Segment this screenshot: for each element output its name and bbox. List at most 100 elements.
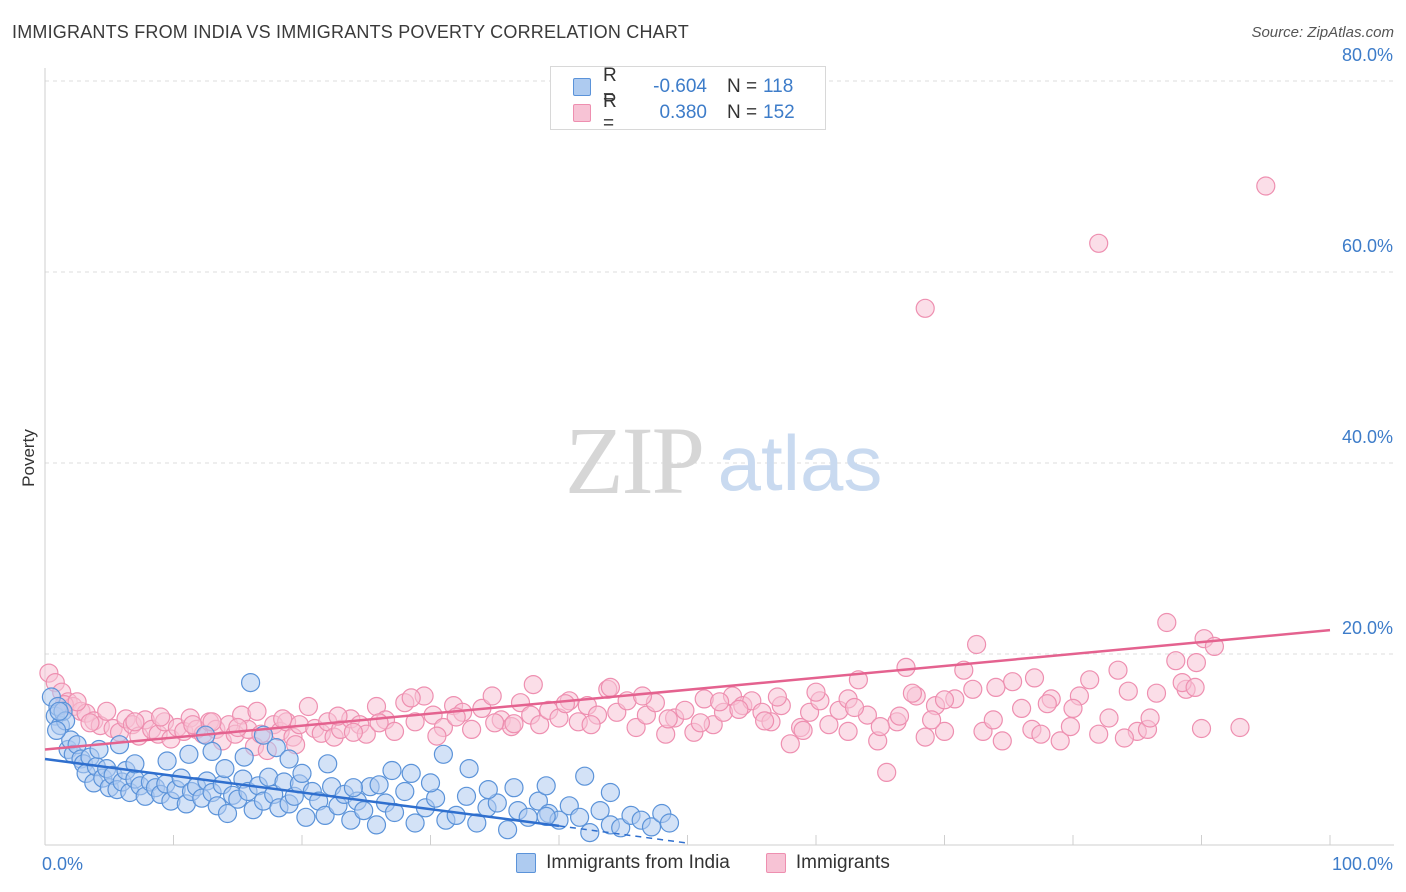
point-immigrants xyxy=(504,714,524,734)
point-immigrants xyxy=(1099,708,1119,728)
point-india xyxy=(528,791,549,811)
trend-lines xyxy=(44,628,1331,844)
point-india xyxy=(504,778,524,798)
point-immigrants xyxy=(482,686,502,706)
point-immigrants xyxy=(427,726,447,746)
series-legend: Immigrants from India Immigrants xyxy=(0,852,1406,874)
point-india xyxy=(292,763,312,784)
point-india xyxy=(395,781,415,802)
legend-r-label: R = xyxy=(603,91,617,134)
point-india xyxy=(354,800,374,821)
legend-n-label: N = xyxy=(727,102,758,123)
point-immigrants xyxy=(523,674,543,695)
point-india xyxy=(575,766,595,786)
point-immigrants xyxy=(915,298,935,318)
point-india xyxy=(279,749,299,769)
point-immigrants xyxy=(902,683,923,703)
point-immigrants xyxy=(966,634,987,655)
point-immigrants xyxy=(992,731,1012,751)
point-india xyxy=(318,754,338,774)
point-immigrants xyxy=(983,710,1003,730)
point-immigrants xyxy=(298,696,318,717)
legend-swatch-immigrants xyxy=(573,104,591,122)
source-label: Source: ZipAtlas.com xyxy=(1251,24,1394,41)
series-india-points xyxy=(41,672,680,843)
trend-line-immigrants xyxy=(44,628,1331,751)
legend-row-india: R = -0.604 N = 118 xyxy=(573,65,793,108)
point-india xyxy=(343,778,363,798)
point-india xyxy=(456,786,477,806)
point-immigrants xyxy=(780,734,800,754)
point-immigrants xyxy=(934,721,955,742)
point-immigrants xyxy=(1166,651,1186,671)
point-immigrants xyxy=(838,721,858,742)
legend-r-value: -0.604 xyxy=(653,76,707,97)
point-immigrants xyxy=(709,692,730,712)
legend-r-value: 0.380 xyxy=(659,102,707,123)
point-india xyxy=(125,754,145,774)
legend-r-label: R = xyxy=(603,65,617,108)
point-india xyxy=(659,813,680,833)
point-immigrants xyxy=(1256,176,1276,196)
legend-label-india: Immigrants from India xyxy=(546,852,730,873)
point-immigrants xyxy=(530,715,550,735)
legend-n-value: 152 xyxy=(763,102,795,123)
point-india xyxy=(536,776,556,796)
point-india xyxy=(487,793,507,813)
point-immigrants xyxy=(273,709,293,729)
point-india xyxy=(109,735,130,755)
legend-row-immigrants: R = 0.380 N = 152 xyxy=(573,91,795,134)
point-immigrants xyxy=(819,715,839,735)
point-immigrants xyxy=(1114,728,1135,748)
point-immigrants xyxy=(1002,672,1023,692)
point-immigrants xyxy=(889,706,910,726)
point-immigrants xyxy=(97,701,117,721)
legend-item-immigrants[interactable]: Immigrants xyxy=(765,852,890,874)
y-tick-label: 80.0% xyxy=(1342,45,1393,65)
point-india xyxy=(179,744,199,764)
point-immigrants xyxy=(1108,660,1128,680)
legend-swatch-india xyxy=(516,853,537,873)
point-immigrants xyxy=(151,707,171,727)
point-immigrants xyxy=(632,686,653,706)
point-immigrants xyxy=(963,679,983,699)
point-immigrants xyxy=(183,715,203,735)
point-immigrants xyxy=(1050,731,1070,751)
watermark: ZIP atlas xyxy=(565,407,882,514)
point-india xyxy=(420,773,441,793)
point-india xyxy=(580,822,600,843)
point-immigrants xyxy=(767,687,788,707)
point-india xyxy=(266,737,286,758)
point-india xyxy=(341,810,361,830)
point-immigrants xyxy=(1060,716,1081,737)
point-immigrants xyxy=(401,688,421,708)
point-immigrants xyxy=(877,762,897,783)
point-india xyxy=(433,744,453,764)
point-immigrants xyxy=(915,727,935,747)
point-immigrants xyxy=(921,710,942,730)
legend-item-india[interactable]: Immigrants from India xyxy=(516,852,730,874)
point-immigrants xyxy=(228,717,248,738)
legend-n-label: N = xyxy=(727,76,758,97)
point-immigrants xyxy=(870,716,890,737)
point-immigrants xyxy=(1031,724,1051,744)
point-immigrants xyxy=(1185,677,1205,698)
point-india xyxy=(215,758,235,779)
point-india xyxy=(498,820,518,840)
point-immigrants xyxy=(485,713,505,733)
point-india xyxy=(202,741,222,762)
point-immigrants xyxy=(1146,683,1167,703)
point-india xyxy=(478,779,498,800)
x-tick-label: 100.0% xyxy=(1332,854,1393,874)
point-immigrants xyxy=(67,692,87,712)
legend-swatch-immigrants xyxy=(765,853,786,873)
point-india xyxy=(600,782,621,803)
point-immigrants xyxy=(1230,717,1250,738)
point-immigrants xyxy=(1037,694,1057,714)
point-immigrants xyxy=(462,719,482,740)
tick-labels: 20.0% 40.0% 60.0% 80.0% 0.0% 100.0% xyxy=(42,45,1393,874)
y-tick-label: 40.0% xyxy=(1342,427,1393,447)
point-india xyxy=(590,800,610,821)
point-immigrants xyxy=(405,712,425,732)
